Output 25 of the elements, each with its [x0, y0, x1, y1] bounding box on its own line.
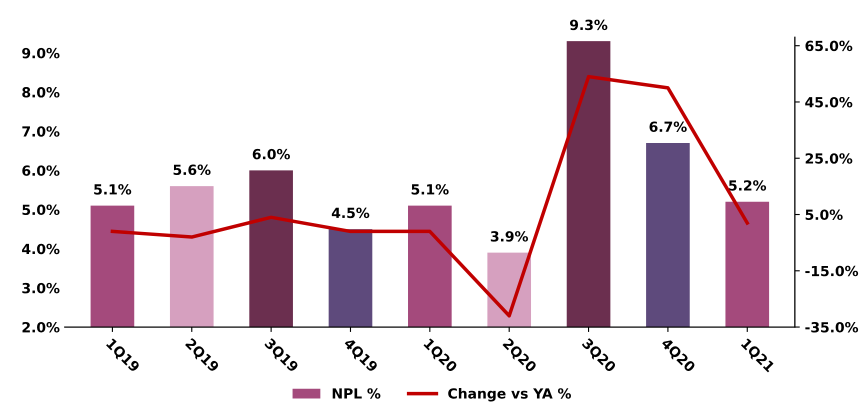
y-tick-label: 6.0%: [22, 165, 60, 176]
y-tick-label: 2.0%: [22, 322, 60, 333]
y-tick-label: 7.0%: [22, 126, 60, 137]
y-tick-label: 3.0%: [22, 282, 60, 294]
y2-tick-label: 5.0%: [806, 209, 843, 220]
y-tick-label: 5.0%: [22, 204, 60, 216]
y2-tick-label: 25.0%: [806, 153, 852, 164]
data-label: 6.0%: [252, 148, 290, 160]
data-label: 5.6%: [174, 164, 211, 176]
data-label: 6.7%: [650, 121, 687, 132]
data-label: 4.5%: [332, 208, 370, 218]
y2-tick-label: -15.0%: [805, 266, 858, 276]
data-label: 5.1%: [94, 184, 132, 195]
legend-label: Change vs YA %: [448, 388, 571, 402]
y2-tick-label: -35.0%: [805, 322, 858, 333]
y-tick-label: 8.0%: [22, 87, 60, 98]
y-tick-label: 9.0%: [22, 48, 60, 58]
data-label: 5.2%: [729, 180, 766, 191]
y2-tick-label: 45.0%: [805, 96, 852, 108]
data-label: 9.3%: [570, 20, 608, 30]
data-label: 5.1%: [412, 184, 449, 195]
legend-label: NPL %: [332, 388, 380, 399]
y-tick-label: 4.0%: [22, 244, 60, 254]
data-label: 3.9%: [490, 231, 528, 242]
y2-tick-label: 65.0%: [805, 40, 852, 52]
